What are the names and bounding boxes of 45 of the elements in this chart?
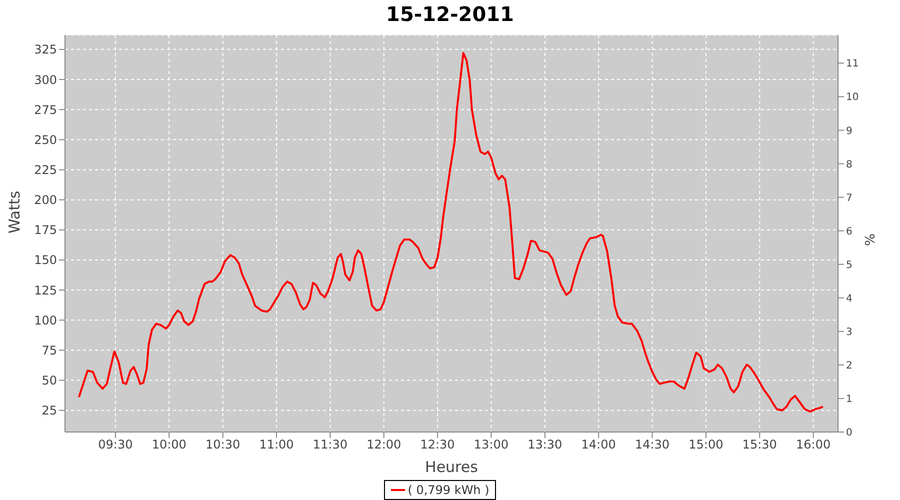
- y2-tick-label: 5: [846, 260, 852, 271]
- y-tick-label: 225: [34, 163, 57, 177]
- y-tick-label: 100: [34, 313, 57, 328]
- y-tick-label: 250: [34, 132, 57, 147]
- x-tick-label: 16:00: [796, 438, 831, 452]
- y2-tick-label: 2: [846, 360, 852, 372]
- x-tick-label: 14:30: [634, 438, 670, 452]
- line-series: [78, 52, 824, 413]
- y-tick-label: 175: [34, 223, 57, 238]
- y2-tick-label: 6: [846, 226, 852, 238]
- legend-label: ( 0,799 kWh ): [408, 483, 490, 497]
- x-tick-label: 09:30: [98, 438, 133, 452]
- x-tick-label: 15:30: [742, 438, 777, 452]
- x-tick-label: 12:30: [420, 438, 455, 452]
- x-tick-label: 10:00: [152, 438, 186, 452]
- chart-title: 15-12-2011: [385, 2, 515, 26]
- x-axis-title: Heures: [425, 458, 478, 476]
- y2-tick-label: 7: [846, 192, 852, 204]
- y2-tick-label: 11: [846, 58, 859, 70]
- y2-tick-label: 3: [846, 326, 852, 338]
- x-tick-label: 13:30: [528, 438, 562, 452]
- y2-tick-label: 4: [846, 293, 852, 304]
- x-tick-label: 10:30: [206, 438, 240, 452]
- y-axis-title: Watts: [5, 190, 24, 234]
- x-tick-label: 13:00: [474, 438, 509, 452]
- y2-tick-label: 10: [846, 92, 859, 104]
- y2-axis-title: %: [864, 234, 879, 246]
- y-tick-label: 125: [34, 283, 57, 298]
- x-tick-label: 12:00: [366, 438, 402, 452]
- y-tick-label: 325: [34, 42, 57, 57]
- x-tick-label: 11:00: [259, 438, 294, 452]
- y-tick-label: 275: [34, 102, 57, 117]
- y-tick-label: 50: [42, 374, 57, 388]
- y2-tick-label: 0: [846, 428, 852, 439]
- y2-tick-label: 1: [846, 394, 852, 406]
- y-tick-label: 300: [34, 72, 57, 87]
- x-tick-label: 15:00: [688, 438, 724, 452]
- y-tick-label: 75: [42, 343, 57, 358]
- x-tick-label: 14:00: [581, 438, 616, 452]
- y-tick-label: 200: [34, 193, 57, 208]
- y2-tick-label: 8: [846, 159, 852, 170]
- y-tick-label: 25: [42, 404, 57, 418]
- x-tick-label: 11:30: [312, 438, 348, 452]
- y-tick-label: 150: [34, 253, 57, 268]
- y2-tick-label: 9: [846, 126, 852, 137]
